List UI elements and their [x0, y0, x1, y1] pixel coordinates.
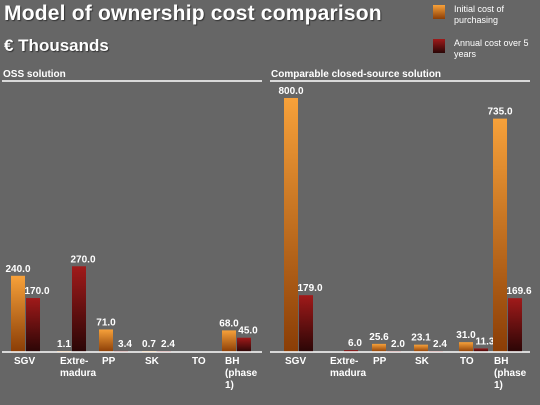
category-label-1-5-2: 1)	[494, 380, 503, 391]
value-label-annual-1-3: 2.4	[433, 339, 447, 350]
value-label-initial-1-5: 735.0	[487, 107, 512, 118]
bar-annual-0-0	[26, 298, 40, 352]
bar-annual-1-5	[508, 298, 522, 352]
category-label-1-4-0: TO	[460, 356, 474, 367]
value-label-annual-0-1: 270.0	[70, 254, 95, 265]
category-label-0-5-0: BH	[225, 356, 239, 367]
value-label-annual-1-1: 6.0	[348, 338, 362, 349]
category-label-0-1-0: Extre-	[60, 356, 88, 367]
value-label-annual-1-4: 11.3	[476, 336, 495, 347]
panel-title-1: Comparable closed-source solution	[271, 69, 441, 80]
legend-swatch-annual	[433, 39, 445, 53]
category-label-1-0-0: SGV	[285, 356, 306, 367]
category-label-0-0-0: SGV	[14, 356, 35, 367]
bar-initial-1-2	[372, 343, 386, 352]
value-label-initial-0-5: 68.0	[219, 318, 239, 329]
category-label-0-3-0: SK	[145, 356, 160, 367]
legend-label-annual: Annual cost over 5 years	[454, 38, 529, 59]
category-label-1-5-0: BH	[494, 356, 508, 367]
value-label-annual-0-3: 2.4	[161, 339, 175, 350]
value-label-initial-0-2: 71.0	[96, 317, 116, 328]
bar-annual-0-5	[237, 337, 251, 352]
value-label-annual-0-0: 170.0	[24, 286, 49, 297]
category-label-0-5-1: (phase	[225, 368, 258, 379]
bar-initial-1-5	[493, 118, 507, 352]
chart-subtitle: € Thousands	[4, 36, 109, 55]
bar-annual-0-1	[72, 266, 86, 352]
category-label-1-2-0: PP	[373, 356, 387, 367]
bar-annual-1-4	[474, 348, 488, 352]
category-label-1-5-1: (phase	[494, 368, 527, 379]
value-label-annual-1-0: 179.0	[297, 283, 322, 294]
value-label-initial-0-3: 0.7	[142, 339, 156, 350]
value-label-annual-1-5: 169.6	[506, 286, 531, 297]
chart-title: Model of ownership cost comparison	[4, 2, 382, 25]
bar-initial-0-2	[99, 329, 113, 352]
bar-initial-1-3	[414, 344, 428, 352]
bar-initial-1-0	[284, 98, 298, 352]
category-label-0-1-1: madura	[60, 368, 97, 379]
value-label-initial-1-4: 31.0	[456, 330, 476, 341]
bar-initial-0-5	[222, 330, 236, 352]
value-label-initial-0-1: 1.1	[57, 339, 71, 350]
value-label-annual-1-2: 2.0	[391, 339, 405, 350]
category-label-1-3-0: SK	[415, 356, 430, 367]
bar-annual-1-1	[344, 350, 358, 352]
category-label-0-2-0: PP	[102, 356, 116, 367]
bar-initial-0-0	[11, 275, 25, 352]
value-label-annual-0-2: 3.4	[118, 339, 132, 350]
category-label-1-1-1: madura	[330, 368, 367, 379]
bar-initial-1-4	[459, 342, 473, 352]
legend-label-initial: Initial cost of purchasing	[454, 4, 505, 25]
category-label-0-5-2: 1)	[225, 380, 234, 391]
value-label-annual-0-5: 45.0	[238, 326, 258, 337]
bar-annual-1-0	[299, 295, 313, 352]
value-label-initial-1-2: 25.6	[369, 332, 389, 343]
category-label-0-4-0: TO	[192, 356, 206, 367]
panel-title-0: OSS solution	[3, 69, 66, 80]
value-label-initial-1-3: 23.1	[411, 333, 431, 344]
value-label-initial-0-0: 240.0	[5, 264, 30, 275]
legend-swatch-initial	[433, 5, 445, 19]
value-label-initial-1-0: 800.0	[278, 86, 303, 97]
category-label-1-1-0: Extre-	[330, 356, 358, 367]
